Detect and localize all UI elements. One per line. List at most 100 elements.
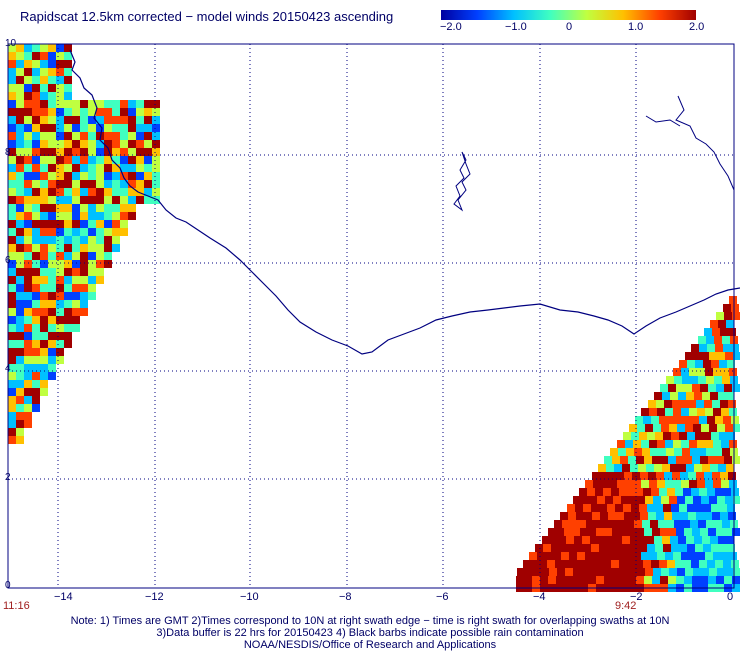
swath-cell bbox=[112, 188, 120, 196]
swath-cell bbox=[656, 512, 664, 520]
swath-cell bbox=[56, 252, 64, 260]
swath-cell bbox=[614, 464, 622, 472]
swath-cell bbox=[721, 552, 729, 560]
swath-cell bbox=[683, 416, 691, 424]
swath-cell bbox=[56, 116, 64, 124]
swath-cell bbox=[688, 512, 696, 520]
swath-cell bbox=[40, 164, 48, 172]
swath-cell bbox=[670, 536, 678, 544]
swath-cell bbox=[566, 536, 574, 544]
swath-cell bbox=[651, 416, 659, 424]
swath-cell bbox=[136, 116, 144, 124]
swath-cell bbox=[533, 568, 541, 576]
swath-cell bbox=[48, 268, 56, 276]
swath-cell bbox=[120, 132, 128, 140]
swath-cell bbox=[714, 336, 722, 344]
swath-cell bbox=[708, 528, 716, 536]
swath-cell bbox=[717, 568, 725, 576]
swath-cell bbox=[16, 300, 24, 308]
swath-cell bbox=[613, 496, 621, 504]
swath-cell bbox=[582, 536, 590, 544]
swath-cell bbox=[136, 124, 144, 132]
swath-cell bbox=[16, 156, 24, 164]
swath-cell bbox=[598, 464, 606, 472]
swath-cell bbox=[645, 496, 653, 504]
swath-cell bbox=[692, 456, 700, 464]
swath-cell bbox=[104, 180, 112, 188]
x-tick-label: 0 bbox=[727, 591, 734, 603]
swath-cell bbox=[657, 480, 665, 488]
swath-cell bbox=[547, 560, 555, 568]
swath-cell bbox=[691, 416, 699, 424]
swath-cell bbox=[16, 364, 24, 372]
swath-cell bbox=[24, 116, 32, 124]
swath-cell bbox=[72, 252, 80, 260]
colorbar-tick-label: −1.0 bbox=[505, 21, 527, 33]
swath-cell bbox=[64, 236, 72, 244]
swath-cell bbox=[48, 236, 56, 244]
swath-cell bbox=[16, 252, 24, 260]
swath-cell bbox=[719, 504, 727, 512]
swath-cell bbox=[32, 332, 40, 340]
swath-cell bbox=[104, 228, 112, 236]
swath-cell bbox=[24, 292, 32, 300]
swath-cell bbox=[691, 344, 699, 352]
swath-cell bbox=[144, 100, 152, 108]
swath-cell bbox=[554, 520, 562, 528]
swath-cell bbox=[128, 116, 136, 124]
swath-cell bbox=[72, 148, 80, 156]
swath-cell bbox=[64, 204, 72, 212]
swath-cell bbox=[659, 488, 667, 496]
swath-cell bbox=[64, 164, 72, 172]
swath-cell bbox=[80, 108, 88, 116]
swath-cell bbox=[525, 568, 533, 576]
swath-cell bbox=[56, 324, 64, 332]
swath-cell bbox=[64, 100, 72, 108]
swath-cell bbox=[711, 360, 719, 368]
swath-cell bbox=[144, 172, 152, 180]
swath-cell bbox=[717, 424, 725, 432]
swath-cell bbox=[40, 340, 48, 348]
swath-cell bbox=[56, 60, 64, 68]
swath-cell bbox=[32, 212, 40, 220]
swath-cell bbox=[719, 360, 727, 368]
swath-cell bbox=[628, 528, 636, 536]
swath-cell bbox=[64, 68, 72, 76]
swath-cell bbox=[48, 284, 56, 292]
swath-cell bbox=[699, 344, 707, 352]
swath-cell bbox=[684, 456, 692, 464]
swath-cell bbox=[663, 544, 671, 552]
swath-cell bbox=[48, 156, 56, 164]
swath-cell bbox=[32, 68, 40, 76]
swath-cell bbox=[16, 212, 24, 220]
swath-cell bbox=[728, 472, 736, 480]
colorbar-tick-label: 1.0 bbox=[628, 21, 644, 33]
swath-cell bbox=[699, 416, 707, 424]
swath-cell bbox=[715, 344, 723, 352]
swath-cell bbox=[24, 396, 32, 404]
swath-cell bbox=[80, 132, 88, 140]
swath-cell bbox=[666, 448, 674, 456]
swath-cell bbox=[556, 528, 564, 536]
swath-cell bbox=[567, 504, 575, 512]
swath-cell bbox=[72, 100, 80, 108]
swath-cell bbox=[56, 148, 64, 156]
swath-cell bbox=[104, 156, 112, 164]
swath-cell bbox=[16, 260, 24, 268]
swath-cell bbox=[8, 364, 16, 372]
swath-cell bbox=[681, 368, 689, 376]
swath-cell bbox=[40, 236, 48, 244]
swath-cell bbox=[636, 528, 644, 536]
swath-cell bbox=[664, 400, 672, 408]
swath-cell bbox=[670, 392, 678, 400]
swath-cell bbox=[638, 536, 646, 544]
swath-cell bbox=[531, 560, 539, 568]
swath-cell bbox=[40, 156, 48, 164]
swath-cell bbox=[667, 560, 675, 568]
swath-cell bbox=[645, 424, 653, 432]
swath-cell bbox=[16, 132, 24, 140]
swath-cell bbox=[690, 520, 698, 528]
swath-cell bbox=[726, 464, 734, 472]
swath-cell bbox=[120, 164, 128, 172]
